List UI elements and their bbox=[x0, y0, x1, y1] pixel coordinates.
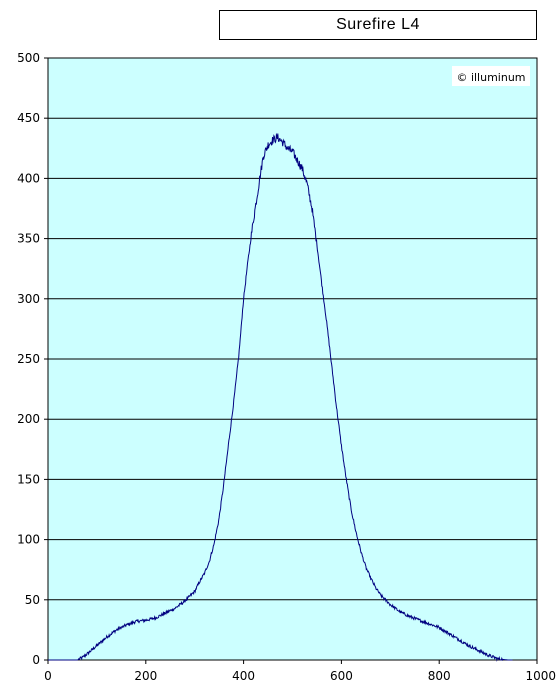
grid-lines bbox=[48, 57, 537, 661]
y-tick-label-300: 300 bbox=[17, 292, 40, 306]
y-tick-label-500: 500 bbox=[17, 51, 40, 65]
y-tick-label-50: 50 bbox=[25, 593, 40, 607]
x-tick-label-400: 400 bbox=[232, 669, 255, 683]
watermark: © illuminum bbox=[452, 66, 530, 86]
chart-title: Surefire L4 bbox=[219, 10, 537, 40]
watermark-text: © illuminum bbox=[456, 71, 525, 84]
x-tick-label-600: 600 bbox=[330, 669, 353, 683]
x-tick-label-1000: 1000 bbox=[525, 669, 556, 683]
y-tick-label-200: 200 bbox=[17, 412, 40, 426]
x-tick-label-0: 0 bbox=[44, 669, 52, 683]
x-axis-ticks: 0 200 400 600 800 1000 bbox=[44, 660, 556, 683]
y-tick-label-250: 250 bbox=[17, 352, 40, 366]
series-line bbox=[48, 132, 513, 662]
y-tick-label-100: 100 bbox=[17, 533, 40, 547]
watermark-box bbox=[452, 66, 530, 86]
y-tick-label-0: 0 bbox=[32, 653, 40, 667]
y-tick-label-450: 450 bbox=[17, 111, 40, 125]
y-tick-label-400: 400 bbox=[17, 171, 40, 185]
x-tick-label-200: 200 bbox=[134, 669, 157, 683]
y-tick-label-150: 150 bbox=[17, 472, 40, 486]
x-tick-label-800: 800 bbox=[428, 669, 451, 683]
y-tick-label-350: 350 bbox=[17, 232, 40, 246]
y-axis-ticks: 0 50 100 150 200 250 300 350 400 450 500 bbox=[17, 51, 48, 667]
